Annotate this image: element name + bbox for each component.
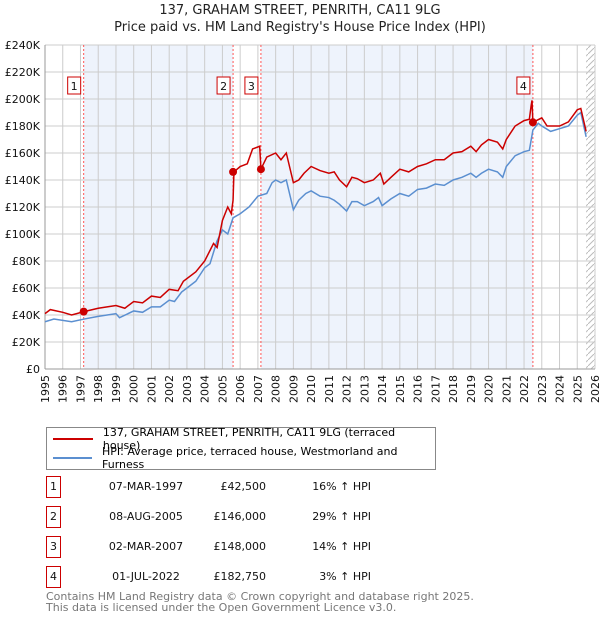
x-tick-label: 2001 (145, 375, 158, 403)
x-tick-label: 2017 (429, 375, 442, 403)
footer-copyright: Contains HM Land Registry data © Crown c… (46, 590, 474, 603)
sale-label-number: 4 (520, 80, 527, 93)
legend: 137, GRAHAM STREET, PENRITH, CA11 9LG (t… (46, 426, 436, 471)
sale-row: 1 07-MAR-1997 £42,500 16% ↑ HPI (46, 476, 386, 498)
y-tick-label: £120K (5, 201, 41, 214)
x-tick-label: 2010 (305, 375, 318, 403)
y-tick-label: £0 (26, 363, 40, 376)
sale-row: 2 08-AUG-2005 £146,000 29% ↑ HPI (46, 506, 386, 528)
x-tick-label: 2006 (234, 375, 247, 403)
sale-price: £42,500 (220, 480, 267, 493)
sale-label-box (244, 76, 259, 95)
sale-row: 4 01-JUL-2022 £182,750 3% ↑ HPI (46, 566, 386, 588)
sale-label-number: 1 (71, 80, 78, 93)
chart-subtitle: Price paid vs. HM Land Registry's House … (114, 20, 486, 35)
sale-label-box (67, 76, 82, 95)
sale-label-number: 3 (248, 80, 255, 93)
sale-date: 08-AUG-2005 (109, 510, 183, 523)
legend-label: 137, GRAHAM STREET, PENRITH, CA11 9LG (t… (102, 426, 396, 452)
sale-row: 3 02-MAR-2007 £148,000 14% ↑ HPI (46, 536, 386, 558)
x-tick-label: 2000 (128, 375, 141, 403)
y-tick-label: £20K (12, 336, 41, 349)
sale-price: £182,750 (213, 570, 267, 583)
legend-item-hpi: HPI: Average price, terraced house, West… (53, 445, 435, 471)
x-tick-label: 2011 (323, 375, 336, 403)
x-tick-label: 1998 (92, 375, 105, 403)
x-tick-label: 2019 (465, 375, 478, 403)
sale-label-box (516, 76, 531, 95)
x-tick-label: 2008 (270, 375, 283, 403)
sale-point (256, 165, 265, 174)
sale-label-box (216, 76, 231, 95)
sale-date: 02-MAR-2007 (108, 540, 184, 553)
y-tick-label: £160K (5, 147, 41, 160)
hpi-line (44, 111, 587, 323)
x-tick-label: 2002 (163, 375, 176, 403)
price-chart: 1995 1996 1997 1998 1999 2000 2001 2002 2003 2004… (5, 39, 600, 403)
y-tick-label: £140K (5, 174, 41, 187)
sale-number: 4 (46, 566, 61, 588)
property-price-line (44, 100, 587, 316)
sale-hpi-diff: 3% ↑ HPI (319, 570, 371, 583)
x-tick-label: 1999 (110, 375, 123, 403)
y-tick-label: £60K (12, 282, 41, 295)
x-tick-label: 2020 (483, 375, 496, 403)
x-tick-label: 2016 (412, 375, 425, 403)
sale-price: £146,000 (213, 510, 267, 523)
sale-number: 3 (46, 536, 61, 558)
x-tick-label: 2009 (287, 375, 300, 403)
x-tick-label: 1997 (74, 375, 87, 403)
sale-date: 07-MAR-1997 (108, 480, 184, 493)
x-tick-label: 2023 (536, 375, 549, 403)
sale-point (79, 307, 88, 316)
x-tick-label: 2003 (181, 375, 194, 403)
chart-title: 137, GRAHAM STREET, PENRITH, CA11 9LG (159, 3, 441, 18)
x-tick-label: 2024 (554, 375, 567, 403)
x-tick-label: 2013 (358, 375, 371, 403)
legend-item-property: 137, GRAHAM STREET, PENRITH, CA11 9LG (t… (53, 426, 435, 452)
x-tick-label: 2012 (341, 375, 354, 403)
sale-number: 1 (46, 476, 61, 498)
y-tick-label: £200K (5, 93, 41, 106)
sale-point (229, 167, 238, 176)
sale-price: £148,000 (213, 540, 267, 553)
x-tick-label: 2022 (518, 375, 531, 403)
x-tick-label: 1996 (57, 375, 70, 403)
legend-swatch-red (53, 438, 93, 440)
x-tick-label: 2014 (376, 375, 389, 403)
y-tick-label: £100K (5, 228, 41, 241)
y-tick-label: £180K (5, 120, 41, 133)
y-tick-label: £80K (12, 255, 41, 268)
sale-hpi-diff: 14% ↑ HPI (312, 540, 371, 553)
x-tick-label: 2018 (447, 375, 460, 403)
sale-hpi-diff: 16% ↑ HPI (312, 480, 371, 493)
x-tick-label: 2007 (252, 375, 265, 403)
sale-number: 2 (46, 506, 61, 528)
y-tick-label: £240K (5, 39, 41, 52)
x-tick-label: 2015 (394, 375, 407, 403)
x-tick-label: 1995 (39, 375, 52, 403)
x-tick-label: 2021 (500, 375, 513, 403)
sale-date: 01-JUL-2022 (112, 570, 180, 583)
footer-licence: This data is licensed under the Open Gov… (46, 601, 397, 614)
y-tick-label: £40K (12, 309, 41, 322)
legend-label: HPI: Average price, terraced house, West… (102, 445, 398, 471)
x-tick-label: 2026 (589, 375, 600, 403)
x-tick-label: 2004 (199, 375, 212, 403)
sale-point (528, 118, 537, 127)
x-tick-label: 2005 (216, 375, 229, 403)
y-tick-label: £220K (5, 66, 41, 79)
sale-hpi-diff: 29% ↑ HPI (312, 510, 371, 523)
sale-label-number: 2 (220, 80, 227, 93)
legend-swatch-blue (53, 457, 93, 459)
x-tick-label: 2025 (571, 375, 584, 403)
